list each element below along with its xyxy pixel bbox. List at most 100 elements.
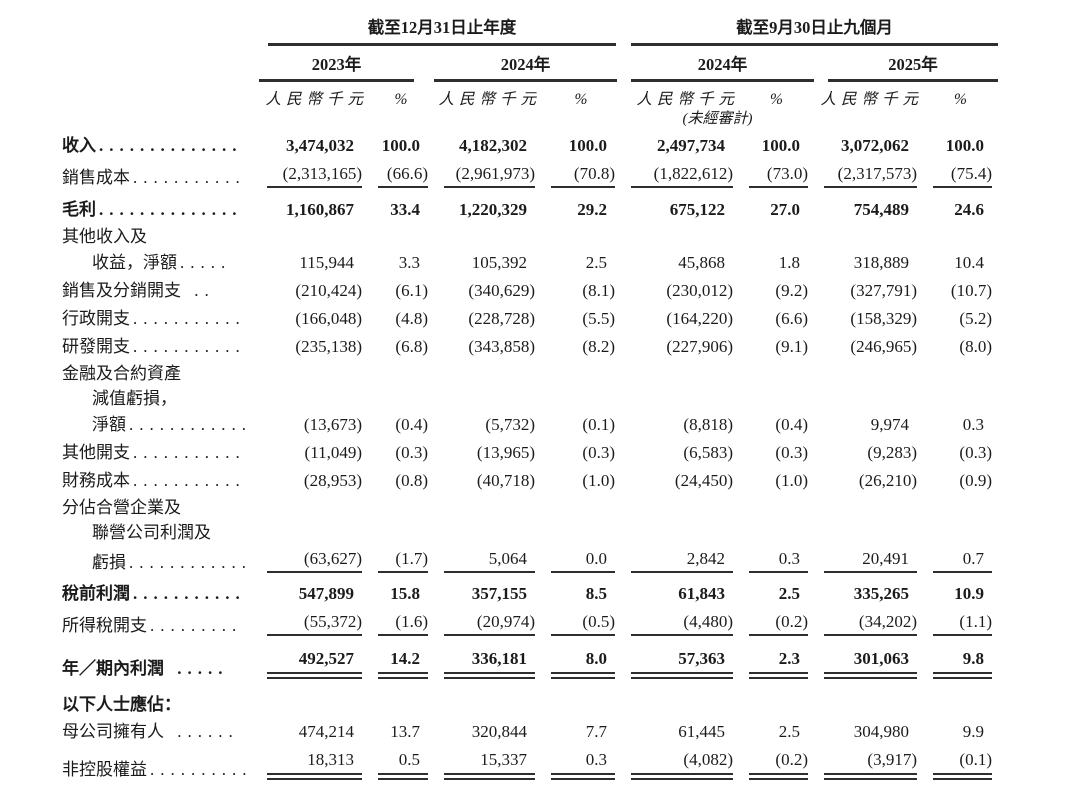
value-cell: (5.2) (923, 305, 998, 333)
percent-value: (9.2) (775, 281, 808, 300)
value-cell: 15.8 (368, 574, 434, 608)
percent-value: (5.5) (582, 309, 615, 328)
table-row: 母公司擁有人 ...... 474,214 13.7 320,844 7.7 61,445… (62, 718, 998, 746)
row-label-cell: 財務成本........... (62, 467, 257, 495)
amount-value: 754,489 (853, 200, 909, 219)
percent-value: (0.2) (749, 612, 808, 636)
period-group-annual-title: 截至12月31日止年度 (268, 18, 616, 46)
percent-value: 100.0 (568, 136, 607, 155)
table-row: 財務成本........... (28,953) (0.8) (40,718) (1.0… (62, 467, 998, 495)
value-cell: (5.5) (541, 305, 621, 333)
amount-value: 1,220,329 (459, 200, 527, 219)
value-cell: 492,527 (257, 637, 368, 679)
percent-value: 9.9 (962, 721, 984, 741)
percent-value: (8.0) (959, 337, 992, 356)
value-cell: (11,049) (257, 439, 368, 467)
amount-value: (166,048) (295, 309, 362, 328)
percent-value: 2.5 (778, 584, 800, 603)
value-cell: (28,953) (257, 467, 368, 495)
value-cell: (10.7) (923, 277, 998, 305)
value-cell: 2.3 (739, 637, 814, 679)
amount-value: (235,138) (295, 337, 362, 356)
row-label: 其他收入及 (62, 226, 147, 246)
amount-value: 45,868 (678, 253, 725, 272)
amount-value: 301,063 (824, 649, 917, 679)
value-cell: (210,424) (257, 277, 368, 305)
percent-value: (0.8) (395, 471, 428, 490)
percent-value: 0.5 (378, 750, 428, 780)
value-cell: (8.0) (923, 333, 998, 361)
value-cell: (1.6) (368, 608, 434, 637)
value-cell: (20,974) (434, 608, 541, 637)
dot-leader: ..... (180, 253, 232, 272)
value-cell: 10.9 (923, 574, 998, 608)
amount-value: (13,965) (476, 443, 535, 462)
value-cell: 5,064 (434, 545, 541, 574)
empty-cells (257, 361, 998, 386)
value-cell: 115,944 (257, 249, 368, 277)
amount-value: 357,155 (471, 584, 527, 603)
value-cell: (6.6) (739, 305, 814, 333)
dot-leader: .............. (99, 200, 243, 219)
percent-value: 10.9 (954, 584, 984, 603)
table-row: 其他收入及 (62, 224, 998, 249)
dot-leader: ............ (129, 553, 252, 572)
row-label-cell: 收入.............. (62, 130, 257, 160)
year-header-2024-nine-months: 2024年 (621, 46, 814, 82)
percent-value: 3.3 (398, 253, 420, 272)
percent-value: (75.4) (933, 164, 992, 188)
row-label-cell: 銷售及分銷開支 .. (62, 277, 257, 305)
percent-value: 2.5 (585, 253, 607, 272)
amount-value: 2,497,734 (657, 136, 725, 155)
table-row: 所得稅開支......... (55,372) (1.6) (20,974) (0.5)… (62, 608, 998, 637)
percent-value: 0.0 (551, 549, 615, 573)
value-cell: (9.2) (739, 277, 814, 305)
year-label: 2025年 (828, 55, 998, 82)
value-cell: (8,818) (621, 411, 739, 439)
value-cell: (340,629) (434, 277, 541, 305)
table-row: 分佔合營企業及 (62, 495, 998, 520)
unit-header-row: 人民幣千元 % 人民幣千元 % 人民幣千元 % 人民幣千元 % (62, 82, 998, 110)
percent-value: 10.4 (954, 253, 984, 272)
value-cell: (343,858) (434, 333, 541, 361)
value-cell: 100.0 (541, 130, 621, 160)
amount-value: 5,064 (444, 549, 535, 573)
table-row: 銷售成本........... (2,313,165) (66.6) (2,961,9… (62, 160, 998, 189)
value-cell: 29.2 (541, 189, 621, 224)
percent-value: (0.9) (959, 471, 992, 490)
percent-value: (0.3) (959, 443, 992, 462)
value-cell: (34,202) (814, 608, 923, 637)
value-cell: (24,450) (621, 467, 739, 495)
dot-leader: ........... (133, 443, 246, 462)
percent-value: 0.7 (933, 549, 992, 573)
value-cell: 9,974 (814, 411, 923, 439)
dot-leader: .. (184, 281, 215, 300)
row-label-cell: 虧損............ (62, 545, 257, 574)
amount-value: 9,974 (870, 415, 909, 434)
amount-value: 675,122 (669, 200, 725, 219)
year-header-row: 2023年 2024年 2024年 2025年 (62, 46, 998, 82)
value-cell: (0.4) (739, 411, 814, 439)
year-label: 2024年 (434, 55, 617, 82)
value-cell: 474,214 (257, 718, 368, 746)
value-cell: (166,048) (257, 305, 368, 333)
amount-value: 2,842 (631, 549, 733, 573)
row-label: 減值虧損， (92, 388, 177, 408)
value-cell: (2,961,973) (434, 160, 541, 189)
value-cell: (75.4) (923, 160, 998, 189)
amount-value: (2,313,165) (267, 164, 362, 188)
amount-value: (40,718) (476, 471, 535, 490)
amount-value: 304,980 (853, 721, 909, 741)
value-cell: (1.0) (739, 467, 814, 495)
value-cell: 1.8 (739, 249, 814, 277)
value-cell: 2.5 (541, 249, 621, 277)
row-label-cell: 以下人士應佔： (62, 679, 257, 718)
value-cell: (13,673) (257, 411, 368, 439)
amount-value: (2,961,973) (444, 164, 535, 188)
percent-value: 8.5 (585, 584, 607, 603)
table-row: 銷售及分銷開支 .. (210,424) (6.1) (340,629) (8.1) (2… (62, 277, 998, 305)
percent-value: (5.2) (959, 309, 992, 328)
unit-header: 人民幣千元 (820, 91, 923, 108)
value-cell: (1.0) (541, 467, 621, 495)
value-cell: (3,917) (814, 746, 923, 780)
